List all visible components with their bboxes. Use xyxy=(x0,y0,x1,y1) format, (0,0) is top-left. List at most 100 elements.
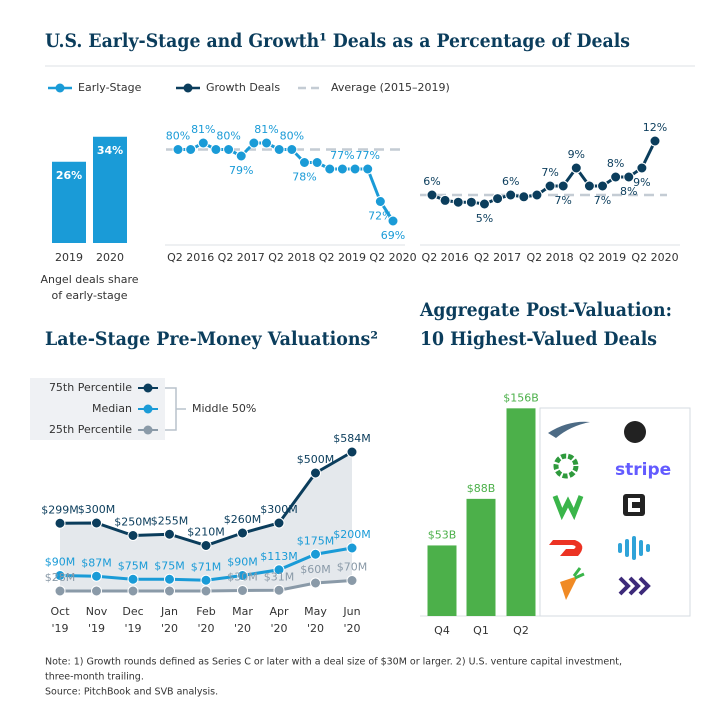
value-label: $87M xyxy=(81,556,112,569)
point xyxy=(597,180,609,192)
point xyxy=(164,528,175,540)
bar xyxy=(93,136,127,243)
legend-marker xyxy=(143,404,153,414)
value-label: 81% xyxy=(191,123,215,136)
point xyxy=(387,215,399,227)
x-tick-label: 2020 xyxy=(96,251,124,264)
value-label: 80% xyxy=(280,130,304,143)
value-label: $300M xyxy=(78,503,116,516)
point xyxy=(426,189,438,201)
point xyxy=(210,144,222,155)
point xyxy=(164,585,175,597)
value-label: 8% xyxy=(607,157,624,170)
point xyxy=(200,585,212,597)
legend-label: Growth Deals xyxy=(206,81,280,94)
value-label: 80% xyxy=(216,130,240,143)
point xyxy=(172,144,184,155)
x-tick-label: Dec xyxy=(122,605,143,618)
point xyxy=(127,573,139,585)
x-tick-label: May xyxy=(304,605,327,618)
caption: of early-stage xyxy=(51,289,127,302)
x-tick-label: '20 xyxy=(270,622,287,635)
x-tick-label: '20 xyxy=(307,622,324,635)
bar-label: $156B xyxy=(503,391,539,404)
value-label: 81% xyxy=(254,123,278,136)
point xyxy=(465,196,477,208)
footnote: three-month trailing. xyxy=(45,672,144,683)
legend-label: Median xyxy=(92,402,132,415)
value-label: 7% xyxy=(594,194,611,207)
point xyxy=(91,517,102,529)
point xyxy=(200,540,212,551)
x-tick-label: Jan xyxy=(160,605,178,618)
bar-label: 26% xyxy=(56,169,82,182)
value-label: $175M xyxy=(297,534,335,547)
point xyxy=(610,171,622,183)
value-label: $500M xyxy=(297,453,335,466)
x-tick-label: '20 xyxy=(197,622,214,635)
point xyxy=(492,193,504,205)
band-label: Middle 50% xyxy=(192,402,256,415)
point xyxy=(298,157,310,168)
agg-title: 10 Highest-Valued Deals xyxy=(420,328,657,350)
point xyxy=(127,585,139,597)
late-legend: Middle 50% 75th Percentile Median 25th Per… xyxy=(30,378,256,440)
value-label: 77% xyxy=(330,149,354,162)
point xyxy=(636,162,648,174)
value-label: $299M xyxy=(41,503,79,516)
plot: $299M $300M$250M $255M$210M$260M$300M$500M… xyxy=(41,432,371,597)
point xyxy=(91,570,102,582)
point xyxy=(286,144,298,155)
value-label: 12% xyxy=(643,121,667,134)
value-label: $300M xyxy=(260,503,298,516)
point xyxy=(544,180,556,192)
x-tick-label: Feb xyxy=(196,605,215,618)
point xyxy=(310,548,321,560)
bar-label: $88B xyxy=(467,482,496,495)
point xyxy=(197,137,209,149)
logo xyxy=(548,421,590,438)
x-tick-label: '20 xyxy=(161,622,178,635)
x-tick-label: Q2 2020 xyxy=(631,251,678,264)
x-tick-label: Q2 2017 xyxy=(474,251,521,264)
logo-text: stripe xyxy=(615,460,671,480)
value-label: 77% xyxy=(355,149,379,162)
x-tick-label: Q2 2020 xyxy=(369,251,416,264)
point xyxy=(374,196,386,207)
logo xyxy=(560,576,578,600)
point xyxy=(324,163,336,175)
point xyxy=(505,189,517,201)
point xyxy=(583,180,595,192)
value-label: 9% xyxy=(568,148,585,161)
x-tick-label: '19 xyxy=(88,622,105,635)
value-label: 7% xyxy=(541,166,558,179)
value-label: $75M xyxy=(118,559,149,572)
bar-label: 34% xyxy=(97,144,123,157)
value-label: $90M xyxy=(227,556,258,569)
logo xyxy=(553,453,579,479)
agg-title: Aggregate Post-Valuation: xyxy=(419,299,672,321)
value-label: $71M xyxy=(191,560,222,573)
bar xyxy=(506,408,536,616)
point xyxy=(346,542,358,554)
value-label: $210M xyxy=(187,526,225,539)
x-tick-label: Q2 2017 xyxy=(218,251,265,264)
x-tick-label: Q2 2018 xyxy=(268,251,315,264)
value-label: 8% xyxy=(620,185,637,198)
point xyxy=(518,191,530,203)
legend-marker xyxy=(183,83,193,93)
point xyxy=(91,585,102,597)
value-label: $31M xyxy=(264,570,295,583)
value-label: 78% xyxy=(292,171,316,184)
legend-label: Early-Stage xyxy=(78,81,142,94)
x-tick-label: Q2 2016 xyxy=(422,251,469,264)
footnote: Note: 1) Growth rounds defined as Series… xyxy=(45,657,622,668)
point xyxy=(164,573,175,585)
point xyxy=(223,144,235,155)
middle-band xyxy=(60,452,352,591)
logo xyxy=(628,498,640,512)
value-label: $28M xyxy=(45,571,76,584)
point xyxy=(623,171,635,183)
x-tick-label: Jun xyxy=(342,605,360,618)
